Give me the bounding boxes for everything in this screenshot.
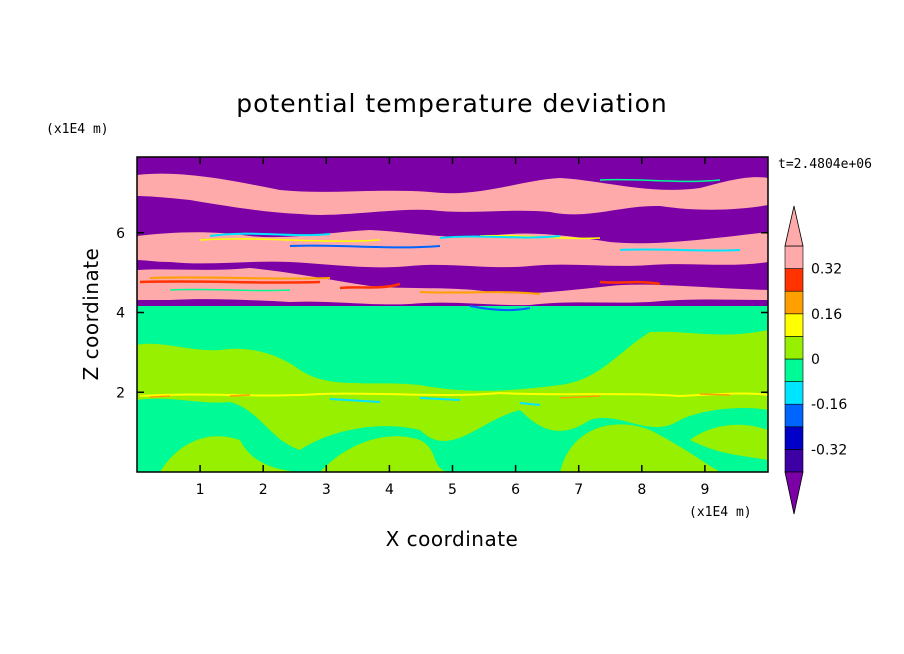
colorbar-segment (784, 313, 804, 337)
filament-blue (289, 244, 531, 312)
colorbar-tick-label: -0.16 (811, 397, 847, 413)
plot-area (137, 157, 768, 472)
upper-pink-mid (137, 230, 768, 268)
x-tick-label: 9 (700, 482, 709, 498)
colorbar-segment (784, 403, 804, 428)
colorbar-segment (784, 358, 804, 382)
band-z2-red (149, 393, 731, 399)
colorbar-segment (784, 268, 804, 292)
x-tick-label: 1 (196, 482, 205, 498)
x-tick-label: 3 (322, 482, 331, 498)
colorbar-tick-label: 0.16 (811, 307, 842, 323)
chart-title: potential temperature deviation (236, 89, 667, 118)
filament-cyan (209, 232, 741, 252)
filament-red (139, 280, 661, 290)
lower-green-swirl-4 (690, 424, 768, 460)
colorbar-segment (784, 449, 804, 473)
y-tick-label: 4 (116, 306, 125, 322)
x-tick-label: 8 (637, 482, 646, 498)
colorbar-bottom-arrow (784, 471, 804, 515)
x-tick-label: 2 (259, 482, 268, 498)
lower-green-swirl (160, 436, 300, 472)
x-axis-label: X coordinate (386, 527, 519, 551)
lower-green-swirl-2 (320, 436, 450, 472)
colorbar-segment (784, 426, 804, 450)
y-tick-label: 2 (116, 385, 125, 401)
colorbar-segment (784, 290, 804, 315)
colorbar: 0.32 0.16 0 -0.16 -0.32 (784, 205, 847, 515)
y-axis-unit: (x1E4 m) (46, 122, 109, 137)
colorbar-top-arrow (784, 205, 804, 247)
time-label: t=2.4804e+06 (778, 157, 872, 172)
colorbar-tick-label: 0.32 (811, 262, 842, 278)
x-tick-label: 5 (448, 482, 457, 498)
band-z2 (139, 391, 768, 398)
x-tick-label: 6 (511, 482, 520, 498)
x-tick-label: 7 (574, 482, 583, 498)
x-axis-unit: (x1E4 m) (689, 505, 752, 520)
y-axis-label: Z coordinate (79, 248, 103, 381)
colorbar-segment (784, 336, 804, 360)
filament-orange (149, 276, 541, 295)
colorbar-tick-label: -0.32 (811, 442, 847, 458)
colorbar-segment (784, 381, 804, 405)
x-tick-label: 4 (385, 482, 394, 498)
lower-mint-patch (137, 306, 768, 391)
y-tick-label: 6 (116, 226, 125, 242)
colorbar-segment (784, 245, 804, 269)
x-ticks: 1 2 3 4 5 6 7 8 9 (196, 157, 709, 498)
lower-green-swirl-3 (560, 424, 720, 472)
band-z2-blue (329, 397, 541, 406)
colorbar-tick-label: 0 (811, 352, 820, 368)
filament-green (169, 178, 721, 292)
upper-pink-top (137, 173, 768, 215)
upper-pink-low (137, 268, 768, 306)
y-ticks: 2 4 6 (116, 226, 768, 401)
